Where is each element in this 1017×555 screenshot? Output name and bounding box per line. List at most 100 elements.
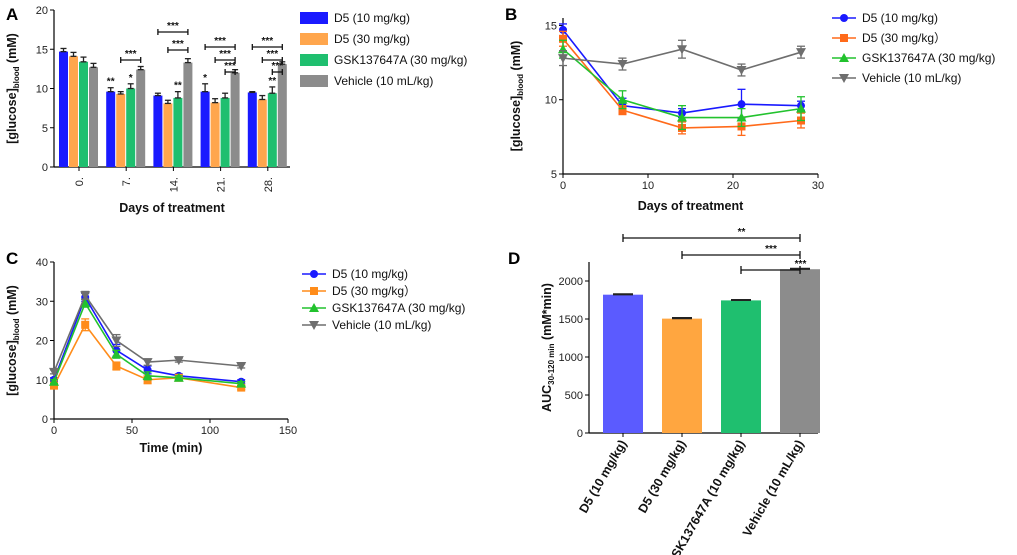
bar [220,97,230,167]
bar [183,62,193,167]
panel-label-a: A [6,5,18,24]
legend-label: D5 (30 mg/kg） [862,31,946,45]
significance-mark: ** [268,76,276,87]
significance-mark: * [129,73,133,84]
legend-marker [309,303,319,312]
significance-mark: *** [261,36,273,47]
panel-label-d: D [508,249,520,268]
bar [126,88,136,167]
significance-mark: *** [172,39,184,50]
x-tick-label: D5 (10 mg/kg) [576,438,629,516]
panel-a-y-tick-label: 15 [36,44,48,56]
panel-c-ylabel: [glucose]blood (mM) [5,285,21,396]
significance-mark: ** [174,81,182,92]
legend-marker [309,321,319,330]
data-point [737,100,746,109]
panel-b-xlabel: Days of treatment [638,199,744,213]
bar [721,300,761,433]
panel-b-y-tick-label: 10 [545,95,557,107]
data-point [80,298,91,308]
legend-label: Vehicle (10 mL/kg) [334,74,433,88]
data-point [142,370,153,380]
x-tick-label: 150 [279,425,297,437]
legend-label: D5 (10 mg/kg) [334,11,410,25]
panel-d-y-tick-label: 1000 [559,352,583,364]
x-tick-label: 0. [74,177,86,186]
legend-swatch [300,75,328,87]
data-point [736,112,747,122]
panel-d-y-tick-label: 0 [577,428,583,440]
bar [89,67,98,167]
legend-label: D5 (30 mg/kg） [332,284,416,298]
x-tick-label: 0 [51,425,57,437]
data-point [81,320,90,329]
significance-mark: ** [107,77,115,88]
bar [210,102,220,167]
legend-label: GSK137647A (30 mg/kg) [862,51,995,65]
x-tick-label: 30 [812,180,824,192]
significance-mark: *** [765,244,777,255]
panel-a-y-tick-label: 10 [36,84,48,96]
legend-marker [310,287,318,295]
significance-mark: * [203,73,207,84]
data-point [559,34,567,43]
bar [59,51,68,168]
data-point [236,362,247,372]
panel-a-y-tick-label: 5 [42,123,48,135]
bar [163,103,173,167]
bar [116,93,126,167]
bar [662,318,702,433]
legend-swatch [300,54,328,66]
data-point [796,103,806,113]
panel-b-label: B [505,5,517,24]
data-point [236,378,247,388]
panel-c-y-tick-label: 0 [42,414,48,426]
x-tick-label: 100 [201,425,219,437]
legend-marker [840,34,848,42]
data-point [49,367,59,377]
x-tick-label: 21. [216,177,228,192]
data-point [112,362,121,371]
panel-a-ylabel: [glucose]blood (mM) [5,33,21,144]
x-tick-label: 10 [642,180,654,192]
bar [257,99,267,167]
legend-label: Vehicle (10 mL/kg) [332,318,431,332]
panel-a-y-tick-label: 0 [42,162,48,174]
bar [69,56,78,167]
data-point [617,94,628,104]
panel-c-xlabel: Time (min) [140,441,203,455]
x-tick-label: 7. [121,177,133,186]
data-point [80,291,91,301]
legend-label: D5 (30 mg/kg) [334,32,410,46]
significance-mark: ** [738,227,746,238]
data-point [111,336,122,346]
legend-label: D5 (10 mg/kg) [332,267,408,281]
legend-label: Vehicle (10 mL/kg) [862,71,961,85]
data-point [142,358,153,368]
bar [173,97,183,167]
x-tick-label: 20 [727,180,739,192]
panel-b-ylabel: [glucose]blood (mM) [509,41,525,152]
series-line [53,295,242,383]
legend-marker [839,53,849,62]
bar [603,294,643,433]
bar [277,64,287,167]
legend-label: GSK137647A (30 mg/kg) [332,301,465,315]
panel-c-y-tick-label: 20 [36,336,48,348]
significance-mark: *** [224,61,236,72]
panel-d-ylabel: AUC30-120 min (mM*min) [540,283,556,412]
data-point [558,54,568,64]
legend-marker [310,270,318,278]
x-tick-label: 0 [560,180,566,192]
legend-label: GSK137647A (30 mg/kg) [334,53,467,67]
x-tick-label: 28. [263,177,275,192]
bar [153,95,163,167]
data-point [618,106,627,115]
panel-a-xlabel: Days of treatment [119,201,225,215]
data-point [111,349,122,359]
x-tick-label: 14. [168,177,180,192]
significance-mark: *** [219,49,231,60]
significance-mark: *** [266,49,278,60]
panel-a-y-tick-label: 20 [36,5,48,17]
bar [780,269,820,433]
